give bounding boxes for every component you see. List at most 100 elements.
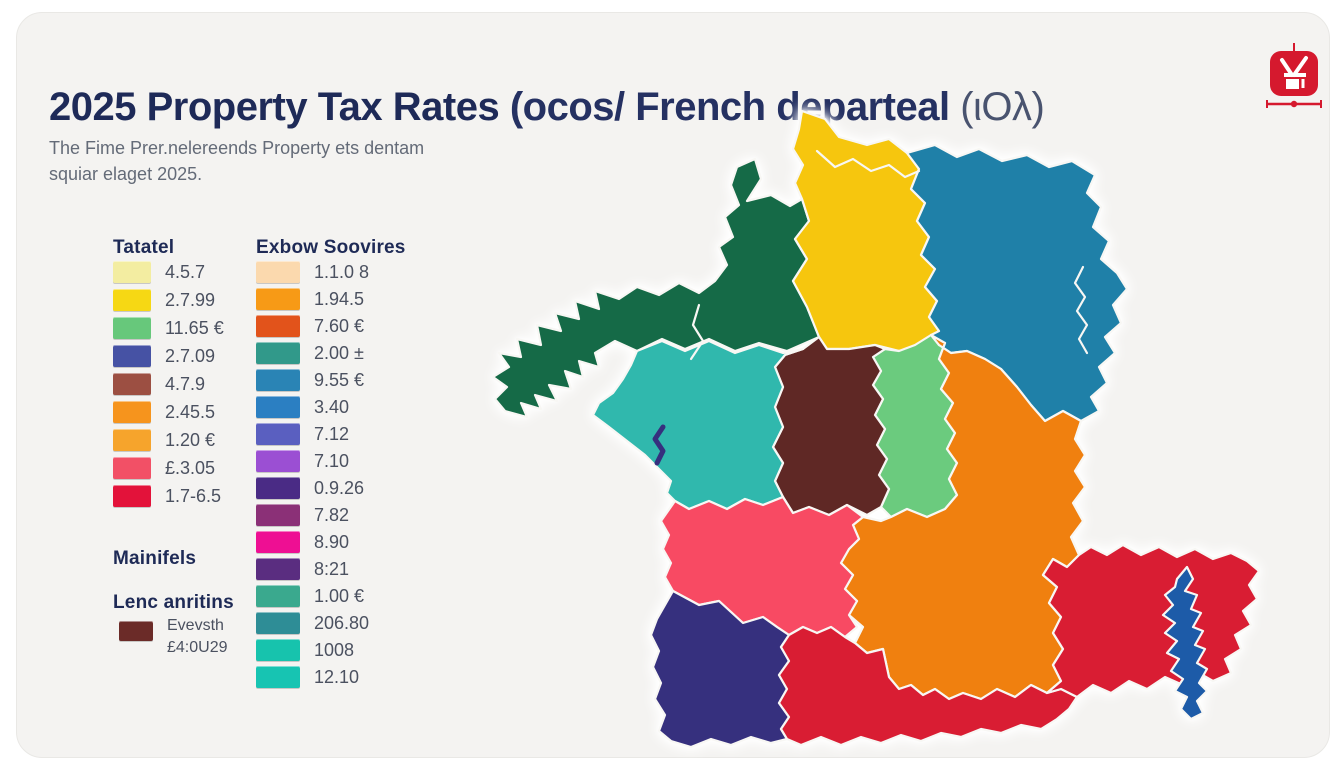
legend-value: 4.7.9 bbox=[165, 373, 206, 394]
legend-swatch bbox=[256, 666, 300, 688]
title-main: 2025 Property Tax Rates bbox=[49, 84, 500, 129]
legend-value: £.3.05 bbox=[165, 457, 216, 478]
note-line-1: Evevsth bbox=[167, 617, 224, 634]
legend-swatch bbox=[256, 342, 300, 364]
legend-row: 7.12 bbox=[256, 423, 369, 445]
legend-swatch bbox=[256, 504, 300, 526]
legend-row: 8:21 bbox=[256, 558, 369, 580]
legend-row: 7.60 € bbox=[256, 315, 369, 337]
legend-swatch bbox=[256, 639, 300, 661]
page-title: 2025 Property Tax Rates (ocos/ French de… bbox=[49, 84, 1229, 130]
legend-value: 8:21 bbox=[314, 558, 350, 579]
title-tail: (ιOλ) bbox=[960, 84, 1045, 129]
legend-footer-heading-2: Lenc anritins bbox=[113, 592, 234, 613]
legend-value: 1.1.0 8 bbox=[314, 261, 370, 282]
legend-swatch bbox=[113, 429, 151, 451]
legend-value: 7.12 bbox=[314, 423, 350, 444]
note-swatch bbox=[119, 621, 153, 641]
map-region-north bbox=[791, 109, 941, 353]
legend-row: 1.1.0 8 bbox=[256, 261, 369, 283]
legend-value: 3.40 bbox=[314, 396, 350, 417]
legend-value: 7.82 bbox=[314, 504, 350, 525]
gironde-estuary-mark bbox=[652, 424, 666, 466]
note-text: Evevsth £4:0U29 bbox=[167, 615, 228, 659]
legend-value: 2.7.99 bbox=[165, 289, 216, 310]
legend-value: 2.00 ± bbox=[314, 342, 364, 363]
legend-value: 2.7.09 bbox=[165, 345, 216, 366]
legend-swatch bbox=[113, 401, 151, 423]
subtitle: The Fime Prer.nelereends Property ets de… bbox=[49, 135, 569, 187]
legend-swatch bbox=[256, 558, 300, 580]
grand-est-inner-border bbox=[1073, 265, 1089, 355]
legend-secondary-list: 1.1.0 8 1.94.5 7.60 € 2.00 ± 9.55 € 3.40… bbox=[256, 261, 369, 688]
map-region-occitanie bbox=[777, 625, 1079, 747]
legend-value: 7.60 € bbox=[314, 315, 365, 336]
map-region-centre bbox=[771, 335, 891, 517]
legend-value: 1.94.5 bbox=[314, 288, 365, 309]
legend-row: 4.5.7 bbox=[113, 261, 224, 283]
legend-swatch bbox=[256, 261, 300, 283]
map-region-grand-est bbox=[905, 143, 1129, 423]
note-line-2: £4:0U29 bbox=[167, 639, 228, 656]
france-map bbox=[487, 109, 1283, 761]
legend-swatch bbox=[113, 457, 151, 479]
legend-value: 1008 bbox=[314, 639, 355, 660]
legend-swatch bbox=[256, 585, 300, 607]
legend-value: 2.45.5 bbox=[165, 401, 216, 422]
infographic-card: 2025 Property Tax Rates (ocos/ French de… bbox=[16, 12, 1330, 758]
map-region-corsica bbox=[1161, 565, 1209, 721]
subtitle-line-1: The Fime Prer.nelereends Property ets de… bbox=[49, 138, 425, 158]
legend-primary-list: 4.5.7 2.7.99 11.65 € 2.7.09 4.7.9 2.45.5… bbox=[113, 261, 224, 507]
normandy-inner-border bbox=[689, 303, 705, 361]
legend-swatch bbox=[256, 450, 300, 472]
legend-row: 3.40 bbox=[256, 396, 369, 418]
legend-swatch bbox=[256, 423, 300, 445]
legend-value: 1.7-6.5 bbox=[165, 485, 222, 506]
legend-row: 2.45.5 bbox=[113, 401, 224, 423]
legend-primary-heading: Tatatel bbox=[113, 237, 175, 258]
legend-row: 2.7.09 bbox=[113, 345, 224, 367]
france-map-svg bbox=[491, 109, 1261, 749]
legend-note: Evevsth £4:0U29 bbox=[119, 615, 228, 659]
legend-swatch bbox=[113, 373, 151, 395]
legend-value: 9.55 € bbox=[314, 369, 365, 390]
legend-row: 1.94.5 bbox=[256, 288, 369, 310]
map-region-aquitaine-south bbox=[649, 589, 791, 749]
legend-row: 7.10 bbox=[256, 450, 369, 472]
map-region-pays-de-la-loire bbox=[591, 339, 805, 511]
legend-row: 8.90 bbox=[256, 531, 369, 553]
brand-logo bbox=[1265, 43, 1323, 111]
legend-row: 9.55 € bbox=[256, 369, 369, 391]
legend-value: 1.00 € bbox=[314, 585, 365, 606]
legend-value: 206.80 bbox=[314, 612, 370, 633]
legend-row: 7.82 bbox=[256, 504, 369, 526]
legend-row: 4.7.9 bbox=[113, 373, 224, 395]
legend-swatch bbox=[256, 612, 300, 634]
legend-swatch bbox=[113, 289, 151, 311]
legend-value: 0.9.26 bbox=[314, 477, 365, 498]
legend-swatch bbox=[256, 315, 300, 337]
legend-value: 8.90 bbox=[314, 531, 350, 552]
legend-row: 11.65 € bbox=[113, 317, 224, 339]
legend-value: 11.65 € bbox=[165, 317, 224, 338]
legend-swatch bbox=[256, 288, 300, 310]
legend-row: 2.00 ± bbox=[256, 342, 369, 364]
legend-value: 1.20 € bbox=[165, 429, 216, 450]
legend-swatch bbox=[113, 261, 151, 283]
legend-swatch bbox=[113, 485, 151, 507]
map-region-provence bbox=[1041, 543, 1261, 699]
legend-value: 4.5.7 bbox=[165, 261, 206, 282]
legend-value: 12.10 bbox=[314, 666, 360, 687]
legend-row: 206.80 bbox=[256, 612, 369, 634]
legend-row: 2.7.99 bbox=[113, 289, 224, 311]
legend-swatch bbox=[113, 345, 151, 367]
north-inner-border bbox=[815, 149, 921, 179]
legend-swatch bbox=[256, 369, 300, 391]
brand-logo-icon bbox=[1266, 43, 1322, 108]
legend-secondary-heading: Exbow Soovires bbox=[256, 237, 406, 258]
subtitle-line-2: squiar elaget 2025. bbox=[49, 164, 203, 184]
title-mid: (ocos/ French departeal bbox=[509, 84, 950, 129]
legend-row: 1.00 € bbox=[256, 585, 369, 607]
legend-swatch bbox=[256, 477, 300, 499]
legend-row: 1.7-6.5 bbox=[113, 485, 224, 507]
